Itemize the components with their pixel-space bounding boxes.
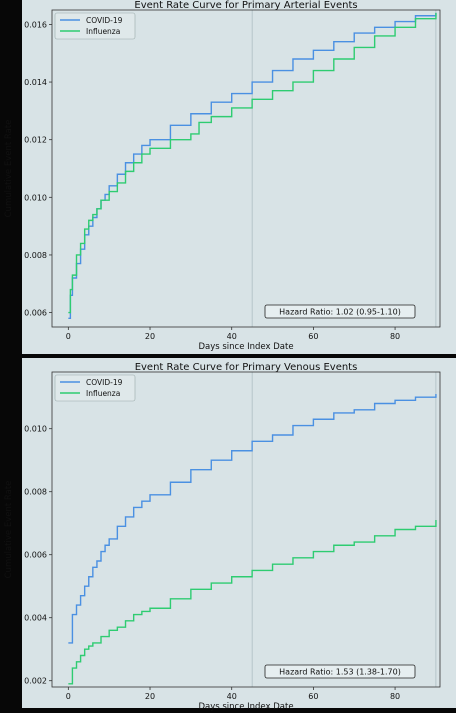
arterial-legend-label-covid: COVID-19	[86, 16, 123, 25]
arterial-y-tick-label-1: 0.008	[24, 251, 47, 260]
venous-hazard-ratio-text: Hazard Ratio: 1.53 (1.38-1.70)	[279, 668, 401, 677]
venous-x-axis-label: Days since Index Date	[198, 702, 293, 712]
venous-x-tick-label-3: 60	[308, 692, 318, 701]
venous-legend-label-influenza: Influenza	[86, 389, 120, 398]
venous-x-tick-label-1: 20	[145, 692, 155, 701]
venous-influenza-series-line	[68, 520, 437, 685]
arterial-y-tick-label-5: 0.016	[24, 20, 47, 29]
venous-x-ticks: 0 20 40 60 80	[66, 687, 400, 701]
arterial-hazard-ratio-text: Hazard Ratio: 1.02 (0.95-1.10)	[279, 308, 401, 317]
venous-hazard-ratio-annotation: Hazard Ratio: 1.53 (1.38-1.70)	[264, 664, 416, 679]
venous-y-axis-label: Cumulative Event Rate	[4, 481, 14, 579]
arterial-legend: COVID-19 Influenza	[54, 12, 136, 40]
venous-panel-background	[22, 358, 456, 708]
venous-events-chart: 0.002 0.004 0.006 0.008 0.010 0 20 40 60 80 Even…	[4, 358, 456, 712]
venous-chart-title: Event Rate Curve for Primary Venous Even…	[135, 362, 358, 373]
arterial-events-chart: 0.006 0.008 0.010 0.012 0.014 0.016 0 20 40 60 80…	[4, 0, 456, 354]
arterial-hazard-ratio-box	[264, 304, 416, 319]
venous-y-tick-label-3: 0.008	[24, 488, 47, 497]
venous-y-ticks: 0.002 0.004 0.006 0.008 0.010	[24, 425, 52, 686]
arterial-y-tick-label-3: 0.012	[24, 136, 47, 145]
venous-covid-series-line	[68, 394, 437, 644]
venous-hazard-ratio-box	[264, 664, 416, 679]
venous-legend-label-covid: COVID-19	[86, 378, 123, 387]
arterial-y-tick-label-2: 0.010	[24, 193, 47, 202]
arterial-x-tick-label-3: 60	[308, 332, 318, 341]
venous-legend: COVID-19 Influenza	[54, 374, 136, 402]
venous-x-tick-label-2: 40	[227, 692, 237, 701]
arterial-x-tick-label-0: 0	[66, 332, 71, 341]
arterial-x-ticks: 0 20 40 60 80	[66, 327, 400, 341]
arterial-panel-background	[22, 0, 456, 354]
venous-series-group	[68, 394, 437, 685]
venous-y-tick-label-1: 0.004	[24, 614, 47, 623]
venous-plot-frame	[51, 371, 441, 688]
arterial-influenza-series-line	[68, 12, 437, 314]
arterial-y-axis-label: Cumulative Event Rate	[4, 120, 14, 218]
arterial-plot-frame	[51, 9, 441, 328]
arterial-x-tick-label-4: 80	[390, 332, 400, 341]
arterial-vertical-lines	[251, 10, 437, 327]
venous-x-tick-label-0: 0	[66, 692, 71, 701]
arterial-y-tick-label-0: 0.006	[24, 309, 47, 318]
venous-y-tick-label-0: 0.002	[24, 677, 47, 686]
arterial-y-ticks: 0.006 0.008 0.010 0.012 0.014 0.016	[24, 20, 52, 318]
venous-x-tick-label-4: 80	[390, 692, 400, 701]
arterial-y-tick-label-4: 0.014	[24, 78, 47, 87]
arterial-hazard-ratio-annotation: Hazard Ratio: 1.02 (0.95-1.10)	[264, 304, 416, 319]
venous-vertical-lines	[251, 372, 437, 687]
arterial-x-axis-label: Days since Index Date	[198, 342, 293, 352]
arterial-legend-label-influenza: Influenza	[86, 27, 120, 36]
arterial-x-tick-label-1: 20	[145, 332, 155, 341]
arterial-chart-title: Event Rate Curve for Primary Arterial Ev…	[134, 0, 357, 11]
arterial-series-group	[68, 12, 437, 320]
arterial-x-tick-label-2: 40	[227, 332, 237, 341]
venous-y-tick-label-2: 0.006	[24, 551, 47, 560]
venous-y-tick-label-4: 0.010	[24, 425, 47, 434]
